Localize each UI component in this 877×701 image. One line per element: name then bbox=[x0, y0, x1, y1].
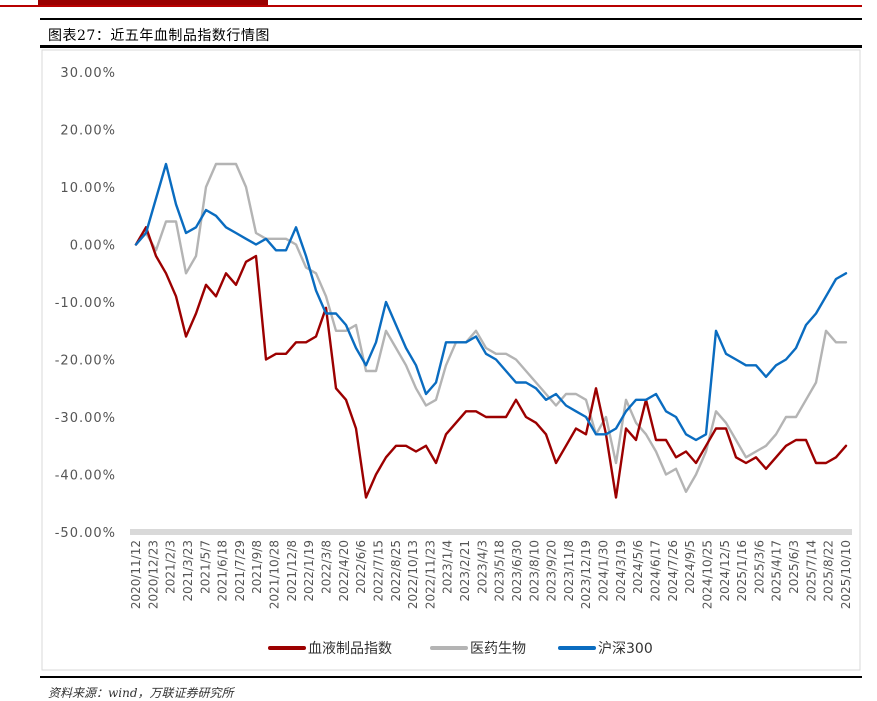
banner-logo-fragment bbox=[38, 0, 268, 6]
x-tick-label: 2025/3/6 bbox=[752, 540, 766, 594]
x-tick-label: 2024/5/6 bbox=[631, 540, 645, 594]
footer-rule bbox=[40, 676, 862, 678]
y-tick-label: 0.00% bbox=[70, 239, 116, 254]
x-tick-label: 2023/9/20 bbox=[545, 540, 559, 602]
x-tick-label: 2024/1/30 bbox=[597, 540, 611, 602]
x-tick-label: 2021/10/28 bbox=[268, 540, 282, 609]
y-tick-label: -40.00% bbox=[55, 469, 116, 484]
x-tick-label: 2022/3/8 bbox=[319, 540, 333, 594]
x-tick-label: 2023/5/18 bbox=[493, 540, 507, 602]
x-tick-label: 2021/2/3 bbox=[164, 540, 178, 594]
legend-label: 沪深300 bbox=[598, 641, 653, 657]
x-tick-label: 2021/7/29 bbox=[233, 540, 247, 602]
x-tick-label: 2022/4/20 bbox=[337, 540, 351, 602]
x-axis-band bbox=[130, 529, 852, 535]
x-tick-label: 2025/4/17 bbox=[770, 540, 784, 602]
x-tick-label: 2021/5/7 bbox=[198, 540, 212, 594]
legend-label: 血液制品指数 bbox=[308, 641, 392, 657]
x-tick-label: 2025/1/16 bbox=[735, 540, 749, 602]
series-line bbox=[134, 162, 848, 493]
x-tick-label: 2022/11/23 bbox=[423, 540, 437, 609]
y-tick-label: 30.00% bbox=[60, 66, 116, 81]
figure-title: 图表27：近五年血制品指数行情图 bbox=[48, 28, 270, 44]
x-tick-label: 2025/8/22 bbox=[822, 540, 836, 602]
x-tick-label: 2020/11/12 bbox=[129, 540, 143, 609]
x-tick-label: 2021/6/18 bbox=[216, 540, 230, 602]
x-tick-label: 2023/11/8 bbox=[562, 540, 576, 602]
y-tick-label: 20.00% bbox=[60, 124, 116, 139]
x-tick-label: 2025/6/3 bbox=[787, 540, 801, 594]
source-note: 资料来源：wind，万联证券研究所 bbox=[48, 686, 234, 700]
series-line bbox=[134, 226, 848, 499]
y-tick-label: -50.00% bbox=[55, 526, 116, 541]
x-tick-label: 2022/8/25 bbox=[389, 540, 403, 602]
banner-rule bbox=[0, 5, 862, 7]
x-tick-label: 2021/9/8 bbox=[250, 540, 264, 594]
y-tick-label: 10.00% bbox=[60, 181, 116, 196]
x-tick-label: 2021/12/8 bbox=[285, 540, 299, 602]
chart-area: 30.00% 20.00% 10.00% 0.00% -10.00% -20.00% -30… bbox=[40, 48, 862, 673]
x-tick-label: 2025/10/10 bbox=[839, 540, 853, 609]
legend-label: 医药生物 bbox=[470, 641, 526, 657]
plot-frame bbox=[41, 49, 861, 671]
x-tick-label: 2023/2/21 bbox=[458, 540, 472, 602]
x-tick-label: 2024/10/25 bbox=[700, 540, 714, 609]
x-tick-label: 2023/6/30 bbox=[510, 540, 524, 602]
x-tick-label: 2022/7/15 bbox=[371, 540, 385, 602]
x-tick-label: 2024/3/19 bbox=[614, 540, 628, 602]
top-banner bbox=[0, 0, 877, 8]
x-tick-label: 2023/12/19 bbox=[579, 540, 593, 609]
x-tick-label: 2024/9/5 bbox=[683, 540, 697, 594]
x-tick-label: 2023/8/10 bbox=[527, 540, 541, 602]
y-tick-label: -20.00% bbox=[55, 354, 116, 369]
x-tick-label: 2023/1/4 bbox=[441, 540, 455, 594]
series-line bbox=[134, 162, 848, 442]
x-tick-label: 2022/10/13 bbox=[406, 540, 420, 609]
x-tick-label: 2024/6/17 bbox=[649, 540, 663, 602]
y-tick-label: -10.00% bbox=[55, 296, 116, 311]
x-tick-label: 2020/12/23 bbox=[146, 540, 160, 609]
x-tick-label: 2021/3/23 bbox=[181, 540, 195, 602]
x-tick-label: 2024/12/5 bbox=[718, 540, 732, 602]
y-tick-label: -30.00% bbox=[55, 411, 116, 426]
x-tick-label: 2022/6/6 bbox=[354, 540, 368, 594]
figure-title-bar: 图表27：近五年血制品指数行情图 bbox=[40, 18, 862, 48]
x-tick-label: 2023/4/3 bbox=[475, 540, 489, 594]
x-tick-label: 2024/7/26 bbox=[666, 540, 680, 602]
x-tick-label: 2022/1/19 bbox=[302, 540, 316, 602]
x-tick-label: 2025/7/14 bbox=[804, 540, 818, 602]
line-chart: 30.00% 20.00% 10.00% 0.00% -10.00% -20.00% -30… bbox=[41, 49, 861, 671]
